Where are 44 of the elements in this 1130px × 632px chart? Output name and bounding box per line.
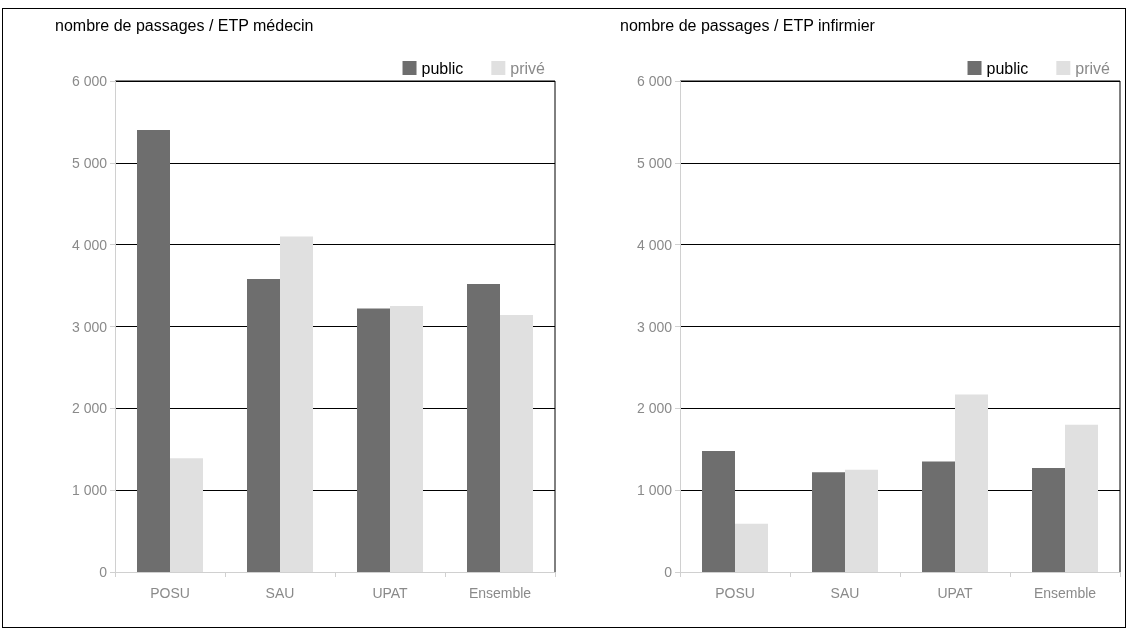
y-tick-label: 5 000 [71,154,108,171]
x-tick-label: Ensemble [468,585,532,601]
legend-label: privé [1075,59,1111,77]
y-tick-label: 2 000 [636,400,673,417]
x-tick-label: SAU [265,585,295,601]
legend-label: privé [510,59,546,77]
chart-title: nombre de passages / ETP médecin [55,16,314,34]
y-tick-label: 4 000 [71,236,108,253]
bar [702,450,735,572]
y-tick-label: 6 000 [636,73,673,89]
y-tick-label: 0 [664,564,673,580]
y-tick-label: 0 [99,564,108,580]
x-tick-label: POSU [715,585,755,601]
x-tick-label: UPAT [937,585,974,601]
bar [357,308,390,572]
legend-label: public [986,59,1029,77]
bar [922,461,955,572]
bar [137,130,170,572]
legend-label: public [421,59,464,77]
bar [1065,424,1098,572]
x-tick-label: SAU [830,585,860,601]
bar [955,394,988,572]
y-tick-label: 4 000 [636,236,673,253]
y-tick-label: 5 000 [636,154,673,171]
bar [467,283,500,572]
bar [390,306,423,572]
bar [500,315,533,572]
y-tick-label: 6 000 [71,73,108,89]
y-tick-label: 1 000 [636,482,673,499]
y-tick-label: 1 000 [71,482,108,499]
x-tick-label: POSU [150,585,190,601]
x-tick-label: UPAT [372,585,409,601]
bar [280,236,313,572]
bar [247,279,280,572]
bar [812,472,845,572]
y-tick-label: 3 000 [71,318,108,335]
bar [1032,468,1065,572]
y-tick-label: 3 000 [636,318,673,335]
y-tick-label: 2 000 [71,400,108,417]
bar [845,469,878,572]
bar [735,523,768,572]
bar [170,458,203,572]
chart-title: nombre de passages / ETP infirmier [620,16,876,34]
x-tick-label: Ensemble [1033,585,1097,601]
